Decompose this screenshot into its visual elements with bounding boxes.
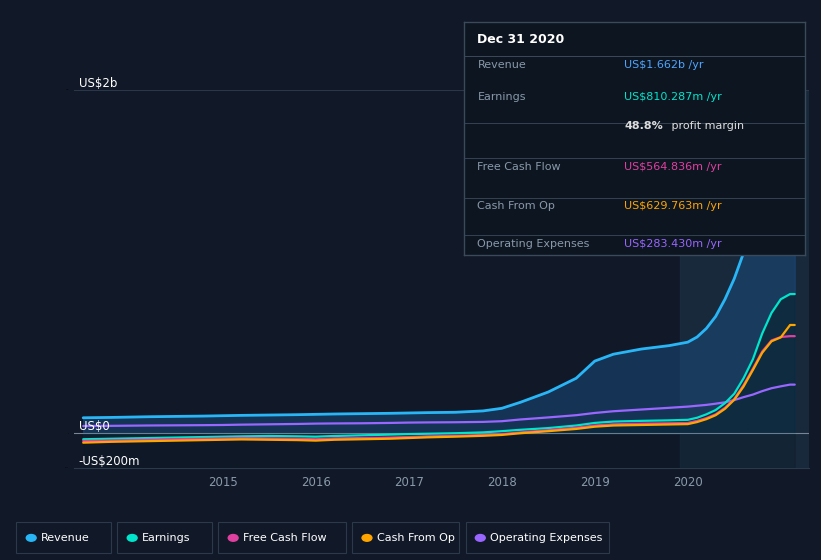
Text: US$2b: US$2b [79,77,117,90]
Text: Cash From Op: Cash From Op [377,533,455,543]
Text: Cash From Op: Cash From Op [478,202,555,211]
Text: Operating Expenses: Operating Expenses [490,533,603,543]
Text: US$0: US$0 [79,420,109,433]
Text: Free Cash Flow: Free Cash Flow [243,533,327,543]
Text: US$810.287m /yr: US$810.287m /yr [624,92,722,102]
Text: Operating Expenses: Operating Expenses [478,239,589,249]
Text: Earnings: Earnings [142,533,190,543]
Text: US$283.430m /yr: US$283.430m /yr [624,239,722,249]
Text: profit margin: profit margin [668,121,745,131]
Text: Revenue: Revenue [478,59,526,69]
Text: Dec 31 2020: Dec 31 2020 [478,33,565,46]
Text: US$564.836m /yr: US$564.836m /yr [624,162,722,172]
Text: Free Cash Flow: Free Cash Flow [478,162,561,172]
Text: -US$200m: -US$200m [79,455,140,468]
Text: Revenue: Revenue [41,533,89,543]
Bar [681,90,809,468]
Text: US$1.662b /yr: US$1.662b /yr [624,59,704,69]
Text: US$629.763m /yr: US$629.763m /yr [624,202,722,211]
Text: 48.8%: 48.8% [624,121,663,131]
Text: Earnings: Earnings [478,92,526,102]
